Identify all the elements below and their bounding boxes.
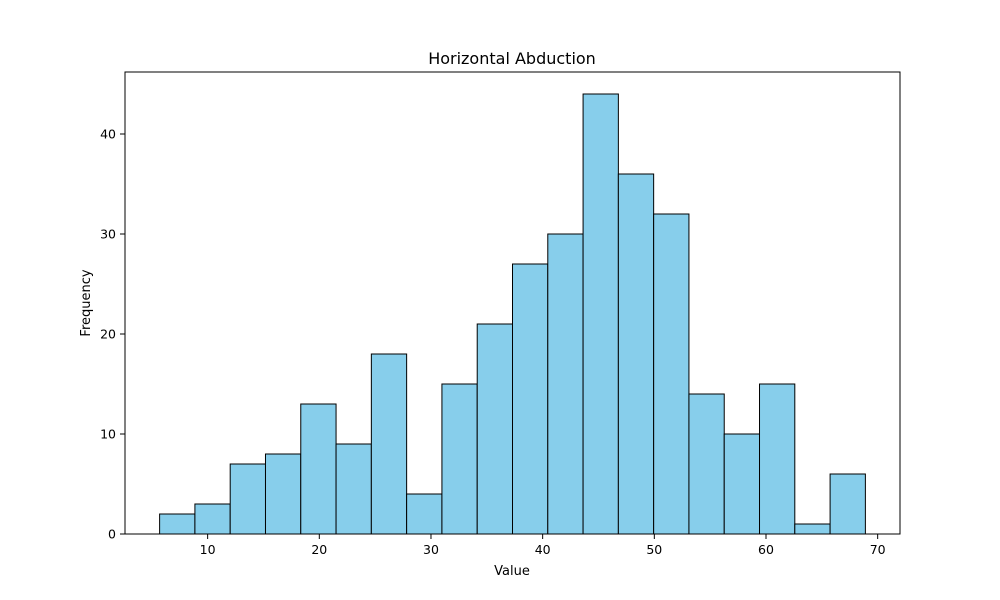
plot-frame (124, 71, 901, 535)
histogram-bar (159, 513, 196, 535)
histogram-bar (441, 383, 478, 535)
y-tick-label: 40 (100, 127, 116, 142)
y-axis-label: Frequency (79, 269, 94, 336)
histogram-bar (829, 473, 866, 535)
histogram-bar (582, 93, 619, 535)
histogram-bar (264, 453, 302, 535)
histogram-bar (194, 503, 231, 535)
y-tick-label: 20 (100, 327, 116, 342)
y-tick-label: 10 (100, 427, 116, 442)
histogram-bar (476, 323, 514, 535)
histogram-bar (229, 463, 266, 535)
x-tick-label: 30 (423, 542, 439, 557)
x-tick-label: 60 (758, 542, 774, 557)
histogram-bar (688, 393, 725, 535)
histogram-bar (370, 353, 408, 535)
x-tick-label: 50 (646, 542, 662, 557)
y-tick-label: 0 (108, 527, 116, 542)
histogram-bar (300, 403, 337, 535)
chart-title: Horizontal Abduction (428, 49, 596, 68)
histogram-bar (759, 383, 796, 535)
histogram-bar (547, 233, 584, 535)
histogram-bar (723, 433, 761, 535)
histogram-bar (512, 263, 549, 535)
x-tick-label: 40 (535, 542, 551, 557)
histogram-bar (617, 173, 655, 535)
y-axis-ticks: 0 10 20 30 40 (100, 127, 125, 542)
histogram-bar (335, 443, 372, 535)
x-tick-label: 20 (311, 542, 327, 557)
x-tick-label: 70 (870, 542, 886, 557)
x-axis-ticks: 10 20 30 40 50 60 70 (200, 534, 886, 557)
histogram-bar (653, 213, 690, 535)
bars-group (159, 93, 866, 535)
y-tick-label: 30 (100, 227, 116, 242)
histogram-bar (794, 523, 831, 535)
x-tick-label: 10 (200, 542, 216, 557)
histogram-bar (406, 493, 443, 535)
x-axis-label: Value (494, 564, 530, 579)
